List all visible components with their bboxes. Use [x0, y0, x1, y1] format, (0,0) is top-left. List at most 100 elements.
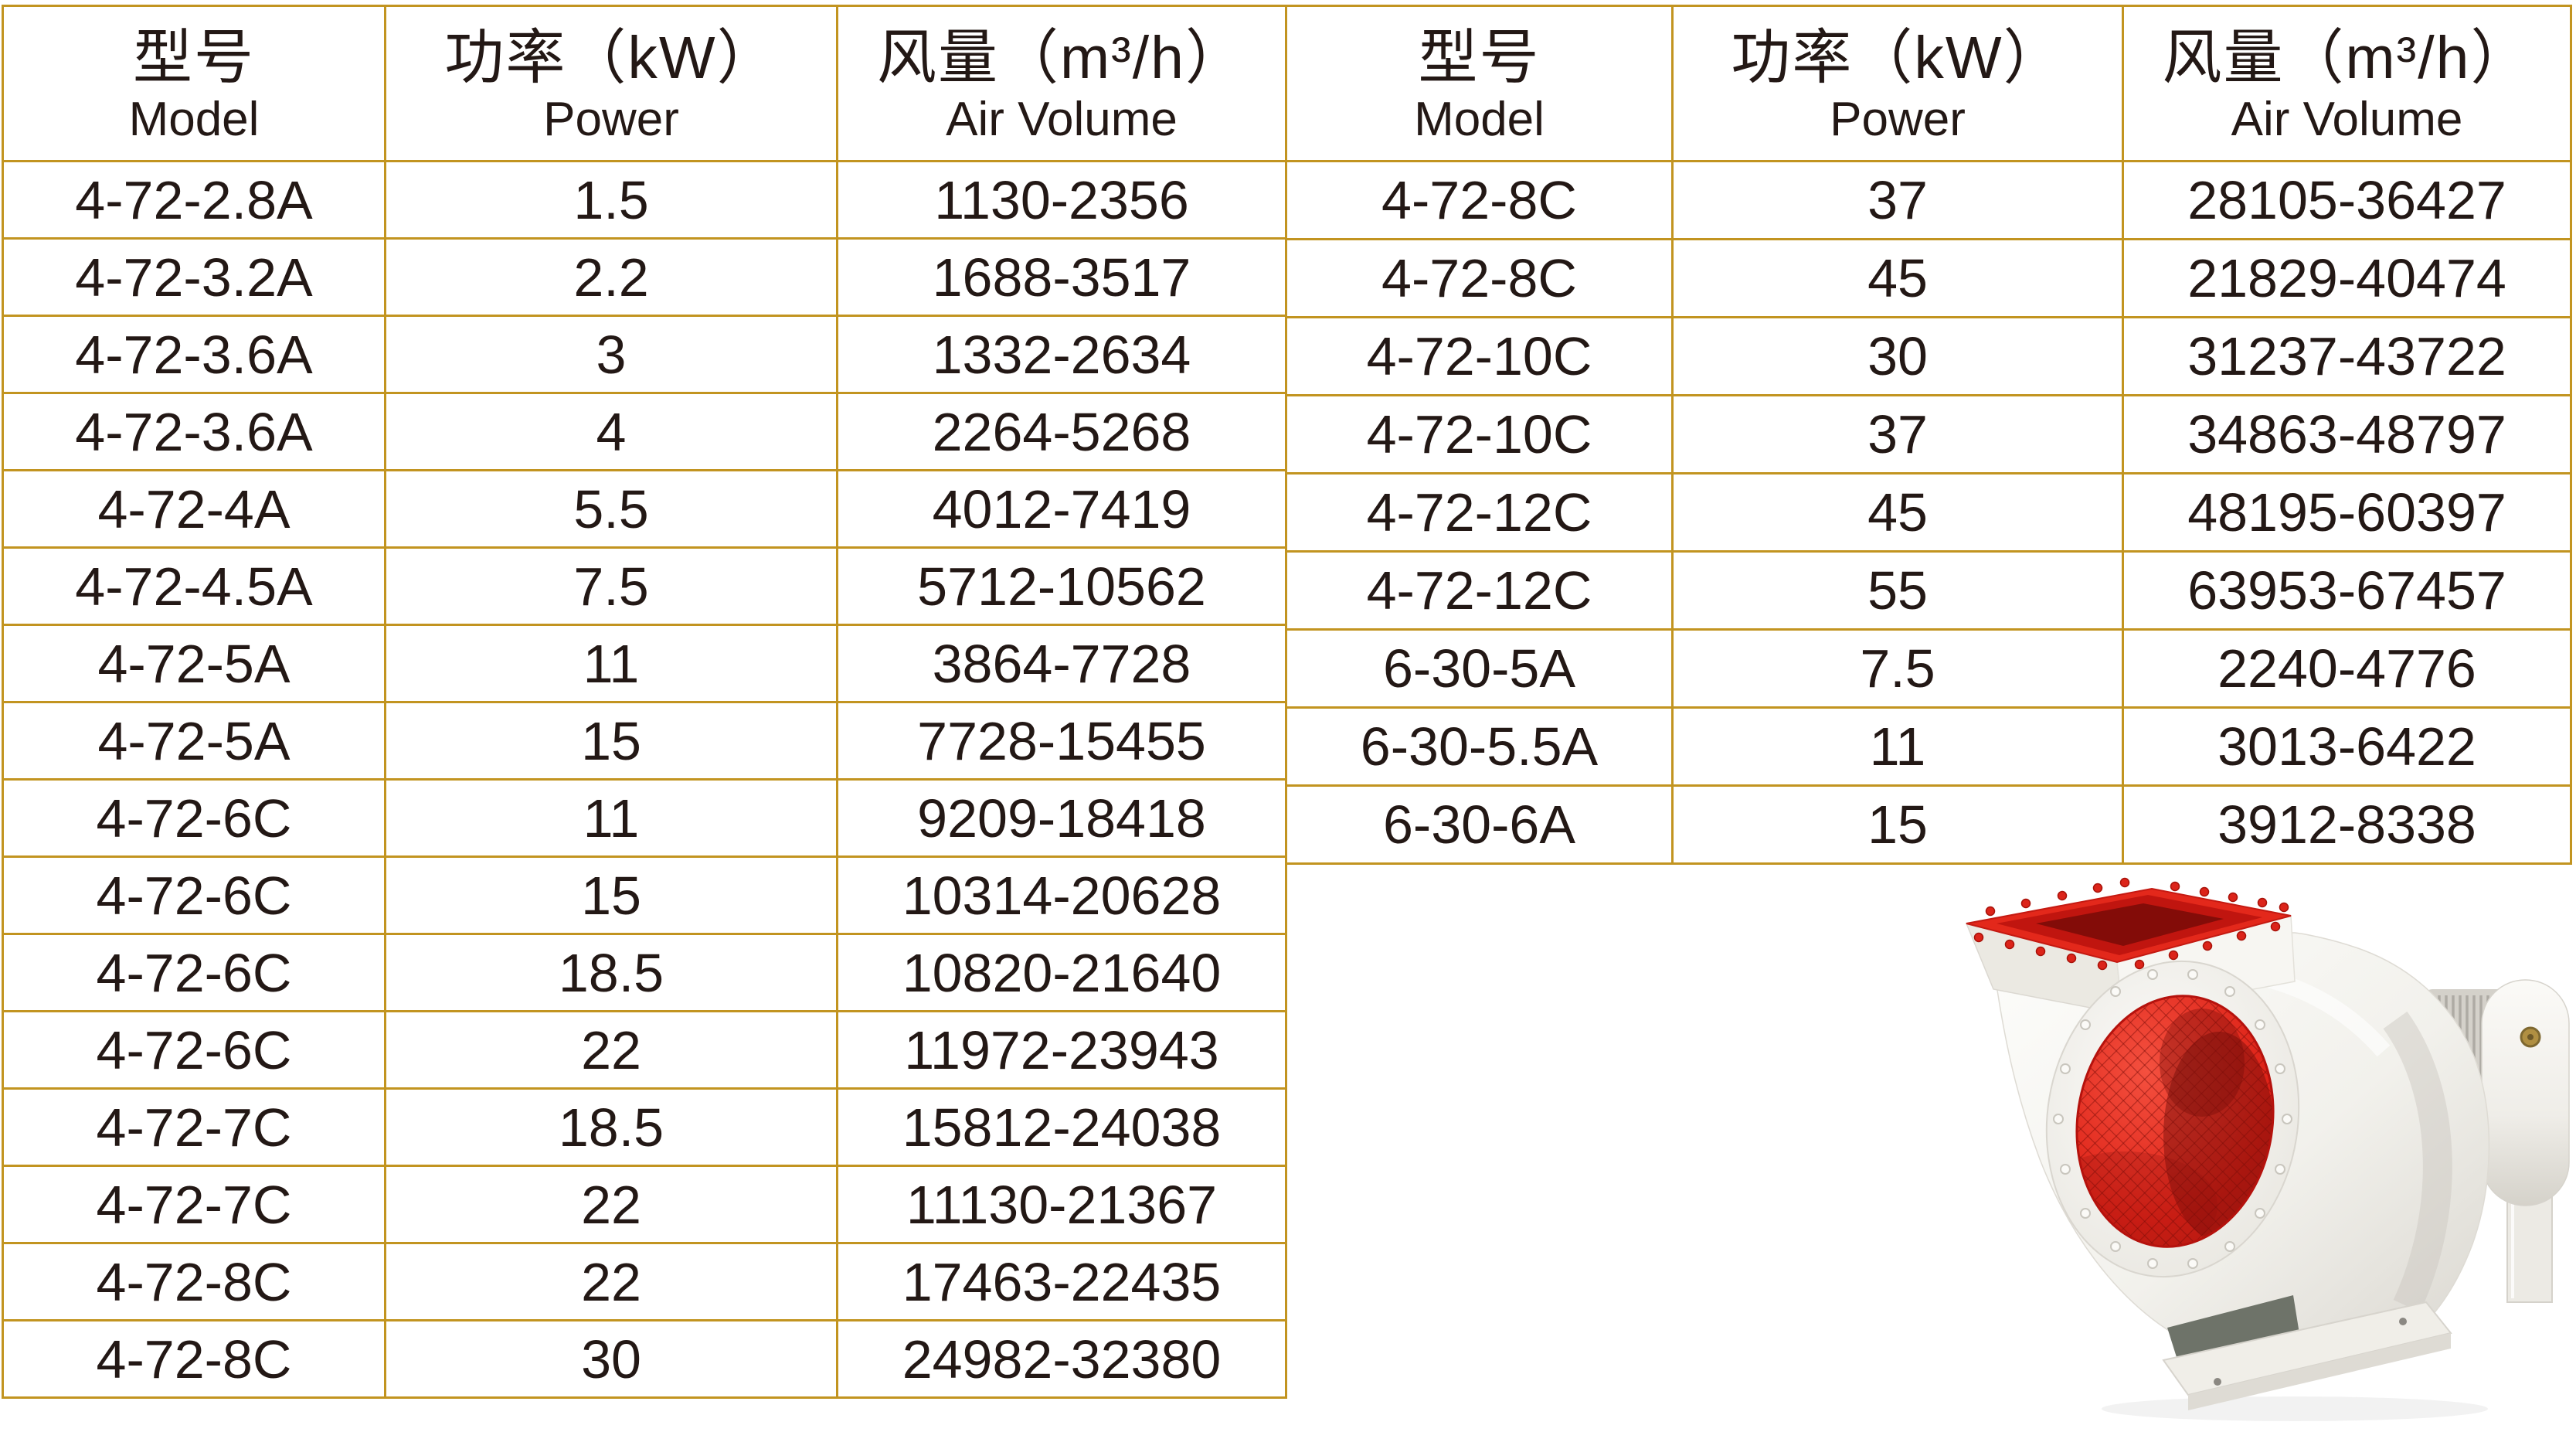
col-header-power-en: Power: [1830, 92, 1966, 146]
cell-power: 11: [1671, 706, 2124, 787]
cell-model: 6-30-6A: [1285, 784, 1674, 865]
cell-volume: 3912-8338: [2122, 784, 2572, 865]
table-row: 4-72-4.5A 7.5 5712-10562: [2, 546, 1287, 626]
cell-power: 37: [1671, 394, 2124, 474]
cell-power: 45: [1671, 238, 2124, 318]
table-row: 4-72-7C 18.5 15812-24038: [2, 1087, 1287, 1167]
cell-model: 4-72-3.6A: [2, 392, 386, 471]
col-header-volume-en: Air Volume: [946, 92, 1178, 146]
product-photo-centrifugal-fan: [1932, 866, 2571, 1447]
col-header-model: 型号 Model: [1285, 5, 1674, 162]
cell-volume: 31237-43722: [2122, 316, 2572, 396]
col-header-volume-zh: 风量（m³/h）: [2162, 25, 2532, 92]
cell-power: 30: [384, 1319, 838, 1399]
cell-model: 4-72-8C: [1285, 160, 1674, 240]
cell-model: 4-72-6C: [2, 855, 386, 935]
rim-bolts: [2053, 969, 2292, 1269]
cell-volume: 63953-67457: [2122, 550, 2572, 631]
header-row: 型号 Model 功率（kW） Power 风量（m³/h） Air Volum…: [1285, 5, 2572, 162]
cell-power: 15: [1671, 784, 2124, 865]
cell-volume: 3864-7728: [836, 624, 1287, 703]
cell-power: 11: [384, 778, 838, 858]
table-row: 4-72-3.2A 2.2 1688-3517: [2, 237, 1287, 317]
cell-model: 4-72-2.8A: [2, 160, 386, 240]
cell-model: 4-72-3.2A: [2, 237, 386, 317]
cell-volume: 3013-6422: [2122, 706, 2572, 787]
cell-volume: 2264-5268: [836, 392, 1287, 471]
cell-power: 18.5: [384, 933, 838, 1012]
table-row: 4-72-8C 22 17463-22435: [2, 1242, 1287, 1321]
cell-volume: 21829-40474: [2122, 238, 2572, 318]
table-row: 4-72-7C 22 11130-21367: [2, 1165, 1287, 1244]
cell-model: 4-72-10C: [1285, 316, 1674, 396]
col-header-volume: 风量（m³/h） Air Volume: [2122, 5, 2572, 162]
cell-volume: 15812-24038: [836, 1087, 1287, 1167]
cell-power: 30: [1671, 316, 2124, 396]
table-row: 4-72-6C 11 9209-18418: [2, 778, 1287, 858]
cell-power: 55: [1671, 550, 2124, 631]
col-header-power-zh: 功率（kW）: [1731, 25, 2065, 92]
cell-power: 11: [384, 624, 838, 703]
table-row: 4-72-4A 5.5 4012-7419: [2, 469, 1287, 549]
cell-model: 6-30-5A: [1285, 628, 1674, 709]
centrifugal-fan-illustration: [1965, 877, 2570, 1421]
cell-model: 4-72-4.5A: [2, 546, 386, 626]
cell-volume: 34863-48797: [2122, 394, 2572, 474]
cell-power: 15: [384, 855, 838, 935]
col-header-volume-en: Air Volume: [2231, 92, 2463, 146]
cell-volume: 24982-32380: [836, 1319, 1287, 1399]
cell-model: 4-72-4A: [2, 469, 386, 549]
cell-power: 7.5: [384, 546, 838, 626]
spec-table-left: 型号 Model 功率（kW） Power 风量（m³/h） Air Volum…: [2, 5, 1287, 1399]
cell-model: 4-72-5A: [2, 701, 386, 781]
cell-power: 7.5: [1671, 628, 2124, 709]
cell-power: 3: [384, 315, 838, 394]
cell-volume: 5712-10562: [836, 546, 1287, 626]
cell-model: 4-72-8C: [1285, 238, 1674, 318]
fan-outlet-flange: [1966, 877, 2292, 971]
cell-model: 4-72-5A: [2, 624, 386, 703]
cell-volume: 11972-23943: [836, 1010, 1287, 1090]
cell-model: 4-72-8C: [2, 1319, 386, 1399]
cell-model: 4-72-6C: [2, 778, 386, 858]
cell-model: 4-72-10C: [1285, 394, 1674, 474]
cell-model: 4-72-6C: [2, 933, 386, 1012]
cell-power: 5.5: [384, 469, 838, 549]
table-row: 4-72-6C 15 10314-20628: [2, 855, 1287, 935]
flange-studs: [1973, 877, 2289, 971]
housing-shade: [2383, 1011, 2452, 1312]
cell-power: 1.5: [384, 160, 838, 240]
table-row: 4-72-12C 45 48195-60397: [1285, 472, 2572, 553]
table-row: 4-72-10C 30 31237-43722: [1285, 316, 2572, 396]
table-row: 4-72-8C 45 21829-40474: [1285, 238, 2572, 318]
col-header-volume: 风量（m³/h） Air Volume: [836, 5, 1287, 162]
cell-model: 4-72-6C: [2, 1010, 386, 1090]
table-row: 4-72-12C 55 63953-67457: [1285, 550, 2572, 631]
cell-model: 4-72-7C: [2, 1165, 386, 1244]
cell-model: 6-30-5.5A: [1285, 706, 1674, 787]
cell-volume: 10820-21640: [836, 933, 1287, 1012]
table-row: 4-72-6C 18.5 10820-21640: [2, 933, 1287, 1012]
base-recess: [2167, 1295, 2301, 1369]
cell-volume: 11130-21367: [836, 1165, 1287, 1244]
cell-volume: 2240-4776: [2122, 628, 2572, 709]
cell-volume: 9209-18418: [836, 778, 1287, 858]
table-row: 4-72-2.8A 1.5 1130-2356: [2, 160, 1287, 240]
cell-model: 4-72-8C: [2, 1242, 386, 1321]
table-row: 4-72-5A 11 3864-7728: [2, 624, 1287, 703]
col-header-power: 功率（kW） Power: [1671, 5, 2124, 162]
cell-volume: 28105-36427: [2122, 160, 2572, 240]
col-header-model-en: Model: [128, 92, 260, 146]
cell-power: 4: [384, 392, 838, 471]
table-row: 4-72-3.6A 3 1332-2634: [2, 315, 1287, 394]
table-row: 6-30-6A 15 3912-8338: [1285, 784, 2572, 865]
cell-power: 22: [384, 1242, 838, 1321]
cell-model: 4-72-12C: [1285, 472, 1674, 553]
cell-volume: 17463-22435: [836, 1242, 1287, 1321]
table-row: 6-30-5.5A 11 3013-6422: [1285, 706, 2572, 787]
cell-model: 4-72-3.6A: [2, 315, 386, 394]
col-header-model-en: Model: [1414, 92, 1545, 146]
table-row: 6-30-5A 7.5 2240-4776: [1285, 628, 2572, 709]
cell-volume: 7728-15455: [836, 701, 1287, 781]
col-header-volume-zh: 风量（m³/h）: [877, 25, 1246, 92]
